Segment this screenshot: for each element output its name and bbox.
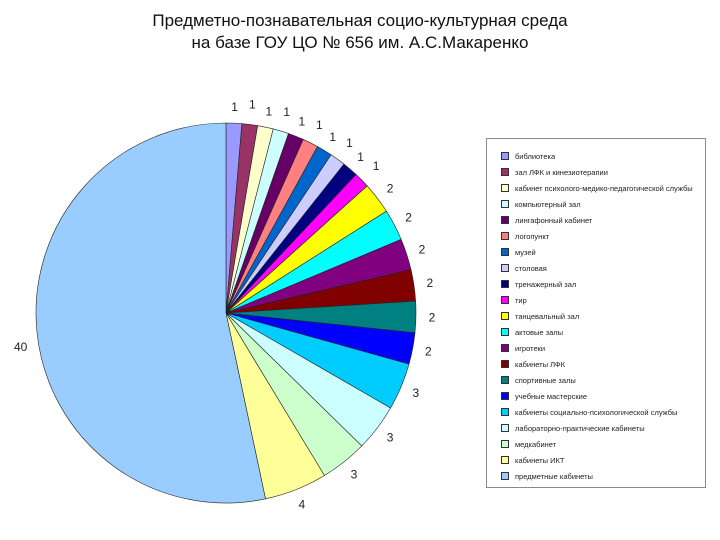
data-label: 1 (265, 105, 272, 119)
legend-item: лингафонный кабинет (501, 214, 592, 226)
legend-swatch (501, 344, 509, 352)
legend-item: игротеки (501, 342, 545, 354)
legend-swatch (501, 296, 509, 304)
legend-item: медкабинет (501, 438, 556, 450)
data-label: 3 (387, 431, 394, 445)
legend-label: музей (515, 247, 536, 257)
legend-label: кабинет психолого-медико-педагогической … (515, 183, 693, 193)
legend-swatch (501, 232, 509, 240)
legend-swatch (501, 200, 509, 208)
data-label: 4 (298, 498, 305, 512)
legend-swatch (501, 280, 509, 288)
data-label: 1 (298, 114, 305, 128)
legend-item: столовая (501, 262, 547, 274)
legend-label: учебные мастерские (515, 391, 587, 401)
legend-label: лингафонный кабинет (515, 215, 593, 225)
legend-swatch (501, 152, 509, 160)
chart-title: Предметно-познавательная социо-культурна… (0, 10, 720, 54)
chart-title-line-2: на базе ГОУ ЦО № 656 им. А.С.Макаренко (191, 33, 529, 52)
legend-item: танцевальный зал (501, 310, 579, 322)
legend-label: кабинеты ЛФК (515, 359, 565, 369)
data-label: 2 (405, 211, 412, 225)
legend-item: компьютерный зал (501, 198, 581, 210)
data-label: 1 (329, 130, 336, 144)
legend-item: актовые залы (501, 326, 563, 338)
legend-label: компьютерный зал (515, 199, 581, 209)
legend-item: тренажерный зал (501, 278, 576, 290)
legend-item: кабинеты ИКТ (501, 454, 564, 466)
legend-swatch (501, 184, 509, 192)
legend-item: предметные кабинеты (501, 470, 593, 482)
data-label: 1 (249, 98, 256, 112)
legend-swatch (501, 216, 509, 224)
legend-swatch (501, 248, 509, 256)
legend-swatch (501, 440, 509, 448)
data-label: 40 (14, 340, 28, 354)
legend-swatch (501, 408, 509, 416)
data-label: 2 (426, 276, 433, 290)
legend-label: столовая (515, 263, 547, 273)
legend-item: кабинет психолого-медико-педагогической … (501, 182, 693, 194)
legend-swatch (501, 424, 509, 432)
legend-label: тир (515, 295, 527, 305)
legend-label: спортивные залы (515, 375, 576, 385)
legend-swatch (501, 360, 509, 368)
legend-swatch (501, 264, 509, 272)
legend-label: тренажерный зал (515, 279, 577, 289)
legend-label: танцевальный зал (515, 311, 580, 321)
legend-label: предметные кабинеты (515, 471, 593, 481)
legend-swatch (501, 328, 509, 336)
legend-label: игротеки (515, 343, 546, 353)
legend-label: кабинеты социально-психологической служб… (515, 407, 678, 417)
legend-item: кабинеты ЛФК (501, 358, 565, 370)
legend-item: учебные мастерские (501, 390, 587, 402)
legend-swatch (501, 168, 509, 176)
legend-label: библиотека (515, 151, 556, 161)
legend-item: спортивные залы (501, 374, 576, 386)
chart-legend: библиотека зал ЛФК и кинезиотерапии кабине… (486, 138, 706, 488)
legend-label: медкабинет (515, 439, 557, 449)
legend-label: актовые залы (515, 327, 564, 337)
legend-item: лабораторно-практические кабинеты (501, 422, 645, 434)
legend-item: музей (501, 246, 536, 258)
data-label: 2 (425, 345, 432, 359)
legend-item: библиотека (501, 150, 555, 162)
pie-slice (35, 122, 266, 504)
data-label: 3 (351, 467, 358, 481)
legend-label: зал ЛФК и кинезиотерапии (515, 167, 608, 177)
legend-label: лабораторно-практические кабинеты (515, 423, 645, 433)
legend-item: кабинеты социально-психологической служб… (501, 406, 677, 418)
legend-swatch (501, 456, 509, 464)
data-label: 1 (357, 150, 364, 164)
data-label: 1 (346, 136, 353, 150)
data-label: 1 (231, 100, 238, 114)
chart-title-line-1: Предметно-познавательная социо-культурна… (152, 11, 568, 30)
legend-label: кабинеты ИКТ (515, 455, 565, 465)
legend-swatch (501, 312, 509, 320)
data-label: 3 (413, 386, 420, 400)
legend-label: логопункт (515, 231, 550, 241)
data-label: 1 (316, 118, 323, 132)
data-label: 2 (387, 181, 394, 195)
data-label: 1 (283, 105, 290, 119)
data-label: 2 (419, 242, 426, 256)
data-label: 2 (429, 310, 436, 324)
legend-item: зал ЛФК и кинезиотерапии (501, 166, 608, 178)
legend-item: тир (501, 294, 527, 306)
legend-item: логопункт (501, 230, 549, 242)
data-label: 1 (373, 159, 380, 173)
legend-swatch (501, 392, 509, 400)
legend-swatch (501, 376, 509, 384)
legend-swatch (501, 472, 509, 480)
